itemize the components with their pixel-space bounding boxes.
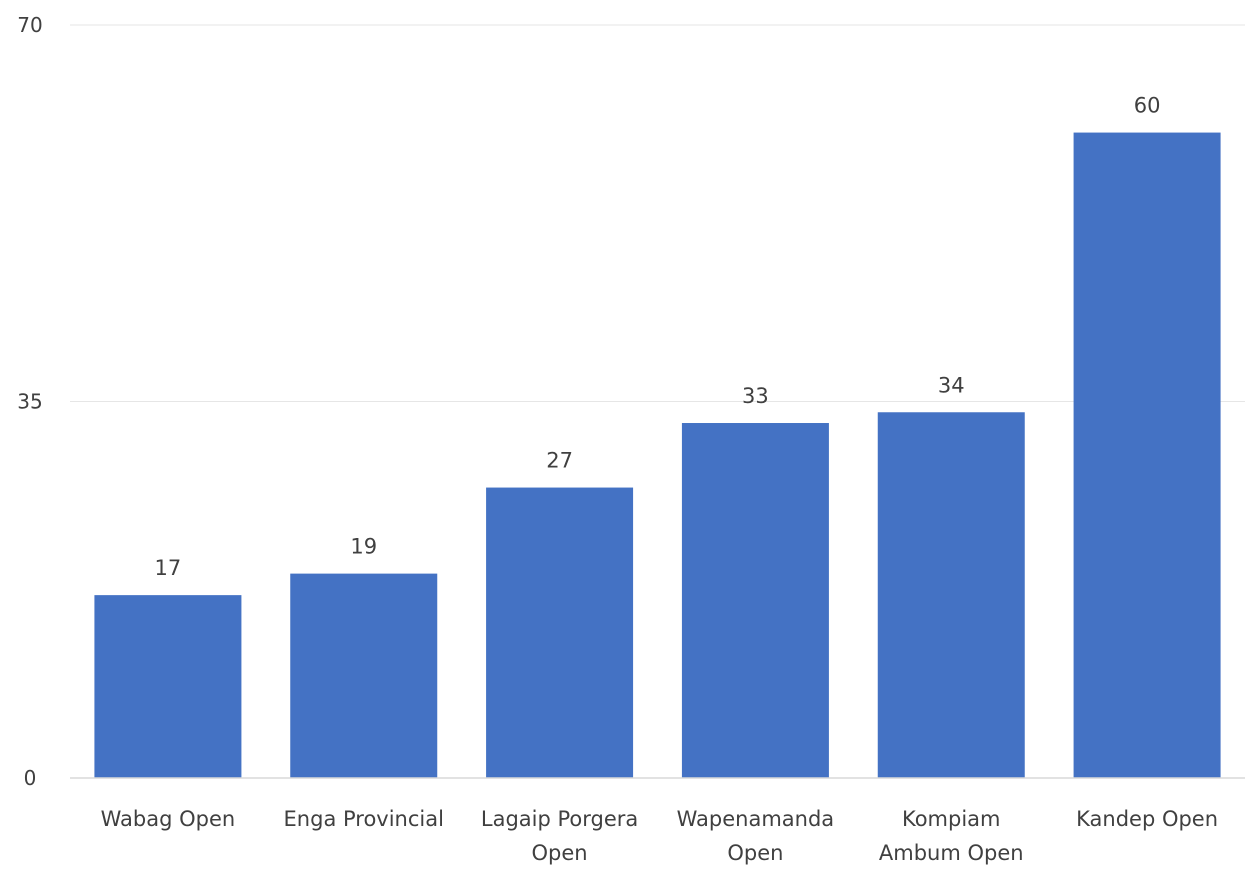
data-label: 17 [155,556,182,580]
y-tick-label: 35 [17,390,42,414]
bar [877,412,1025,778]
x-tick-label: Wapenamanda Open [677,807,835,865]
x-tick-label: Wabag Open [101,807,236,831]
x-tick-labels: Wabag Open Enga Provincial Lagaip Porgera O… [101,807,1218,865]
bar [681,423,829,778]
x-tick-label: Kompiam Ambum Open [879,807,1024,865]
x-tick-label: Enga Provincial [284,807,444,831]
y-tick-labels: 0 35 70 [17,13,42,790]
data-label: 27 [546,449,573,473]
y-tick-label: 70 [17,13,42,37]
data-label: 33 [742,384,769,408]
bar [1073,132,1221,779]
x-tick-label: Lagaip Porgera Open [481,807,638,865]
data-label: 34 [938,373,965,397]
y-tick-label: 0 [24,766,37,790]
bars [94,132,1221,779]
data-label: 60 [1134,94,1161,118]
bar [94,595,242,778]
bar [290,573,438,778]
data-labels: 17 19 27 33 34 60 [155,94,1161,581]
bar [486,487,634,778]
data-label: 19 [350,535,377,559]
x-tick-label: Kandep Open [1076,807,1218,831]
gridlines [70,24,1245,402]
